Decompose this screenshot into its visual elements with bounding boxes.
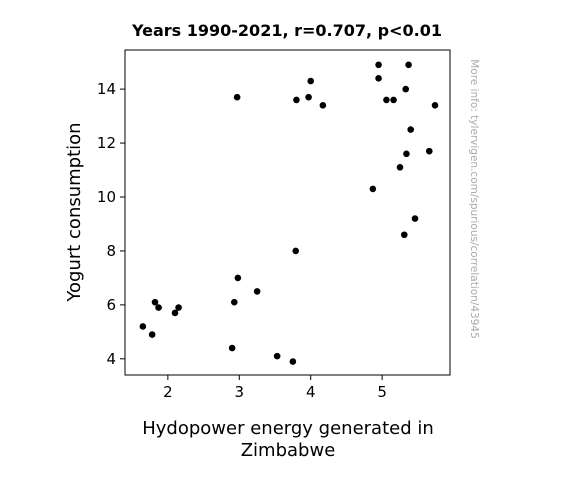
data-point (253, 288, 261, 295)
source-note: More info: tylervigen.com/spurious/corre… (468, 59, 480, 339)
data-point (405, 61, 412, 69)
data-point (402, 85, 410, 93)
data-point (233, 93, 241, 101)
data-points (139, 61, 439, 365)
data-point (425, 147, 433, 155)
data-point (293, 96, 300, 104)
data-point (407, 126, 415, 133)
x-axis-label-line-2: Zimbabwe (241, 440, 336, 461)
y-tick-label: 4 (106, 350, 116, 368)
data-point (396, 164, 404, 171)
x-tick-label: 2 (163, 383, 173, 401)
y-axis-ticks: 4 6 8 10 12 14 (97, 80, 125, 368)
data-point (400, 231, 408, 239)
data-point (375, 75, 382, 82)
chart-title: Years 1990-2021, r=0.707, p<0.01 (131, 21, 442, 40)
y-axis-label: Yogurt consumption (64, 122, 85, 302)
data-point (234, 274, 242, 282)
data-point (431, 101, 439, 109)
x-axis-ticks: 2 3 4 5 (163, 375, 387, 401)
data-point (175, 304, 182, 311)
data-point (148, 331, 156, 338)
data-point (319, 101, 327, 109)
data-point (228, 344, 236, 352)
data-point (155, 304, 162, 311)
y-tick-label: 14 (97, 80, 116, 98)
y-tick-label: 6 (106, 296, 116, 314)
data-point (390, 96, 397, 104)
data-point (403, 150, 410, 158)
y-tick-label: 10 (97, 188, 116, 206)
data-point (139, 323, 147, 330)
data-point (273, 352, 281, 360)
data-point (230, 298, 238, 306)
x-tick-label: 3 (235, 383, 245, 401)
data-point (307, 77, 315, 85)
data-point (369, 185, 377, 193)
y-tick-label: 12 (97, 134, 116, 152)
data-point (151, 298, 159, 306)
y-tick-label: 8 (106, 242, 116, 260)
data-point (292, 247, 300, 255)
data-point (411, 215, 419, 222)
data-point (171, 309, 179, 317)
x-tick-label: 4 (306, 383, 316, 401)
data-point (383, 96, 390, 104)
x-axis-label-line-1: Hydopower energy generated in (142, 418, 434, 439)
data-point (289, 358, 297, 365)
data-point (375, 61, 382, 69)
x-tick-label: 5 (377, 383, 387, 401)
plot-frame (124, 49, 451, 376)
data-point (305, 93, 312, 101)
